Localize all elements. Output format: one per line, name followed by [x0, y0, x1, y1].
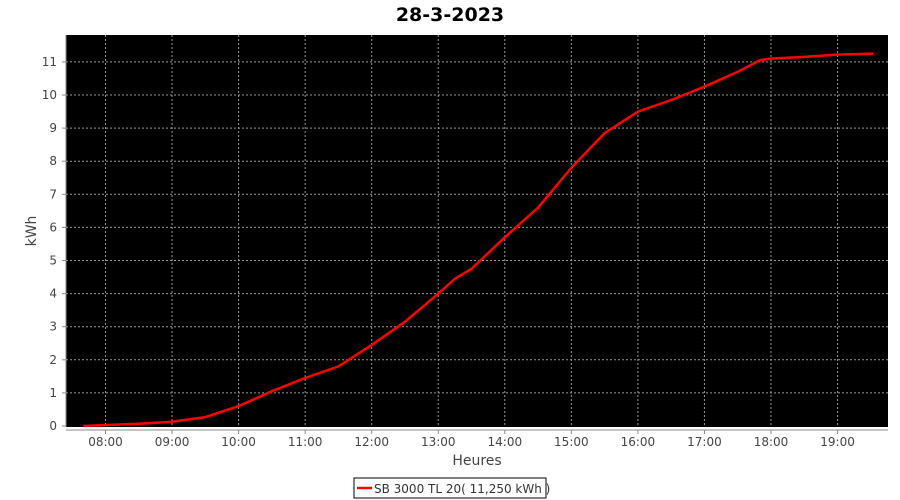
x-tick-label: 15:00 [554, 435, 589, 449]
chart-title: 28-3-2023 [396, 4, 504, 26]
legend: SB 3000 TL 20( 11,250 kWh ) [353, 477, 550, 499]
x-axis-label: Heures [452, 453, 501, 469]
x-tick-label: 12:00 [354, 435, 389, 449]
y-tick-label: 9 [49, 121, 57, 135]
y-tick-label: 5 [49, 254, 57, 268]
x-tick-label: 14:00 [488, 435, 523, 449]
y-axis-label: kWh [24, 216, 40, 247]
series-line [83, 52, 874, 428]
y-tick-label: 0 [49, 419, 57, 433]
x-tick-label: 17:00 [687, 435, 722, 449]
legend-label: SB 3000 TL 20( 11,250 kWh ) [374, 482, 550, 496]
y-tick-label: 11 [42, 55, 57, 69]
y-tick-label: 7 [49, 187, 57, 201]
x-tick-label: 16:00 [621, 435, 656, 449]
x-tick-label: 19:00 [820, 435, 855, 449]
x-tick-label: 08:00 [88, 435, 123, 449]
y-tick-label: 6 [49, 220, 57, 234]
y-tick-label: 1 [49, 386, 57, 400]
y-tick-label: 10 [42, 88, 57, 102]
plot-area [66, 35, 888, 427]
x-tick-label: 10:00 [221, 435, 256, 449]
x-tick-label: 18:00 [754, 435, 789, 449]
y-tick-label: 2 [49, 353, 57, 367]
y-tick-label: 4 [49, 287, 57, 301]
y-tick-label: 3 [49, 320, 57, 334]
y-tick-label: 8 [49, 154, 57, 168]
x-tick-label: 09:00 [155, 435, 190, 449]
x-tick-label: 11:00 [288, 435, 323, 449]
x-tick-label: 13:00 [421, 435, 456, 449]
